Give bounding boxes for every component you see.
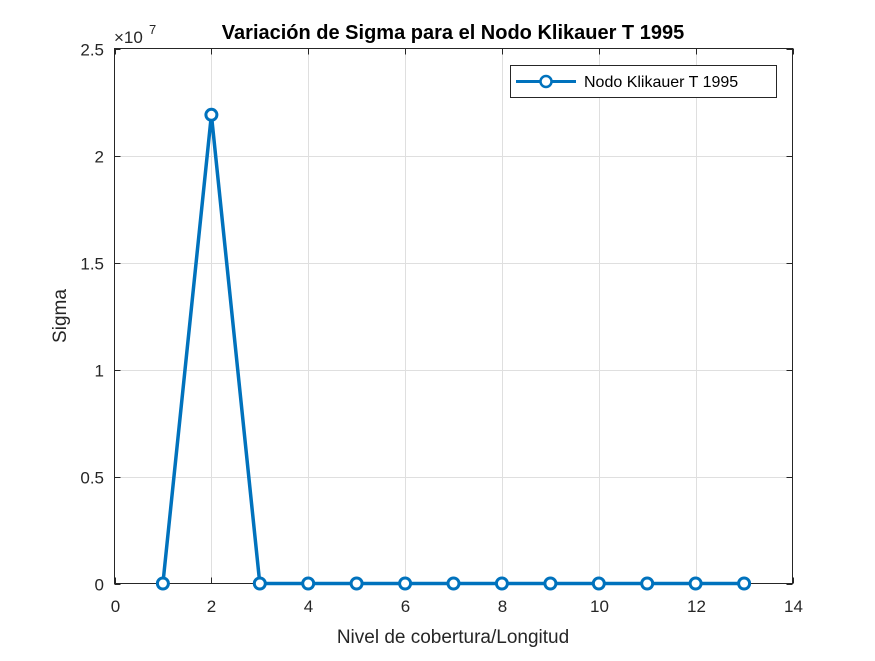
series-line [161, 113, 745, 586]
data-point [543, 576, 558, 591]
y-axis-label: Sigma [50, 289, 71, 343]
x-tick-label: 6 [401, 597, 410, 616]
legend-entry-label: Nodo Klikauer T 1995 [584, 74, 738, 91]
y-tick-label: 2 [95, 148, 104, 167]
legend-marker-sample [539, 74, 553, 89]
data-point [398, 576, 413, 591]
x-tick-label: 8 [498, 597, 507, 616]
x-tick-label: 0 [111, 597, 120, 616]
series [155, 107, 752, 591]
data-point [301, 576, 316, 591]
x-axis-label: Nivel de cobertura/Longitud [337, 627, 569, 648]
x-tick-label: 10 [590, 597, 609, 616]
grid [114, 48, 793, 584]
exponent-base: ×10 [114, 28, 143, 47]
x-tick-label: 12 [687, 597, 706, 616]
y-axis-exponent: ×10 7 [114, 22, 156, 47]
data-point [688, 576, 703, 591]
data-point [494, 576, 509, 591]
data-point [349, 576, 364, 591]
data-point [204, 107, 219, 122]
data-point [640, 576, 655, 591]
data-point [155, 576, 170, 591]
x-tick-label: 14 [784, 597, 803, 616]
data-point [737, 576, 752, 591]
plot-area [114, 48, 793, 584]
legend: Nodo Klikauer T 1995 [510, 65, 777, 98]
data-point [591, 576, 606, 591]
y-tick-label: 0.5 [80, 469, 104, 488]
data-point [446, 576, 461, 591]
y-tick-label: 2.5 [80, 41, 104, 60]
y-tick-label: 1.5 [80, 255, 104, 274]
chart-title: Variación de Sigma para el Nodo Klikauer… [222, 22, 684, 44]
y-tick-label: 0 [95, 576, 104, 595]
ticks: 0 2 4 6 8 10 12 14 0 0.5 1 1.5 2 2.5 [80, 41, 803, 617]
y-tick-label: 1 [95, 362, 104, 381]
x-tick-label: 4 [304, 597, 313, 616]
exponent-power: 7 [149, 22, 156, 37]
data-point [252, 576, 267, 591]
x-tick-label: 2 [207, 597, 216, 616]
